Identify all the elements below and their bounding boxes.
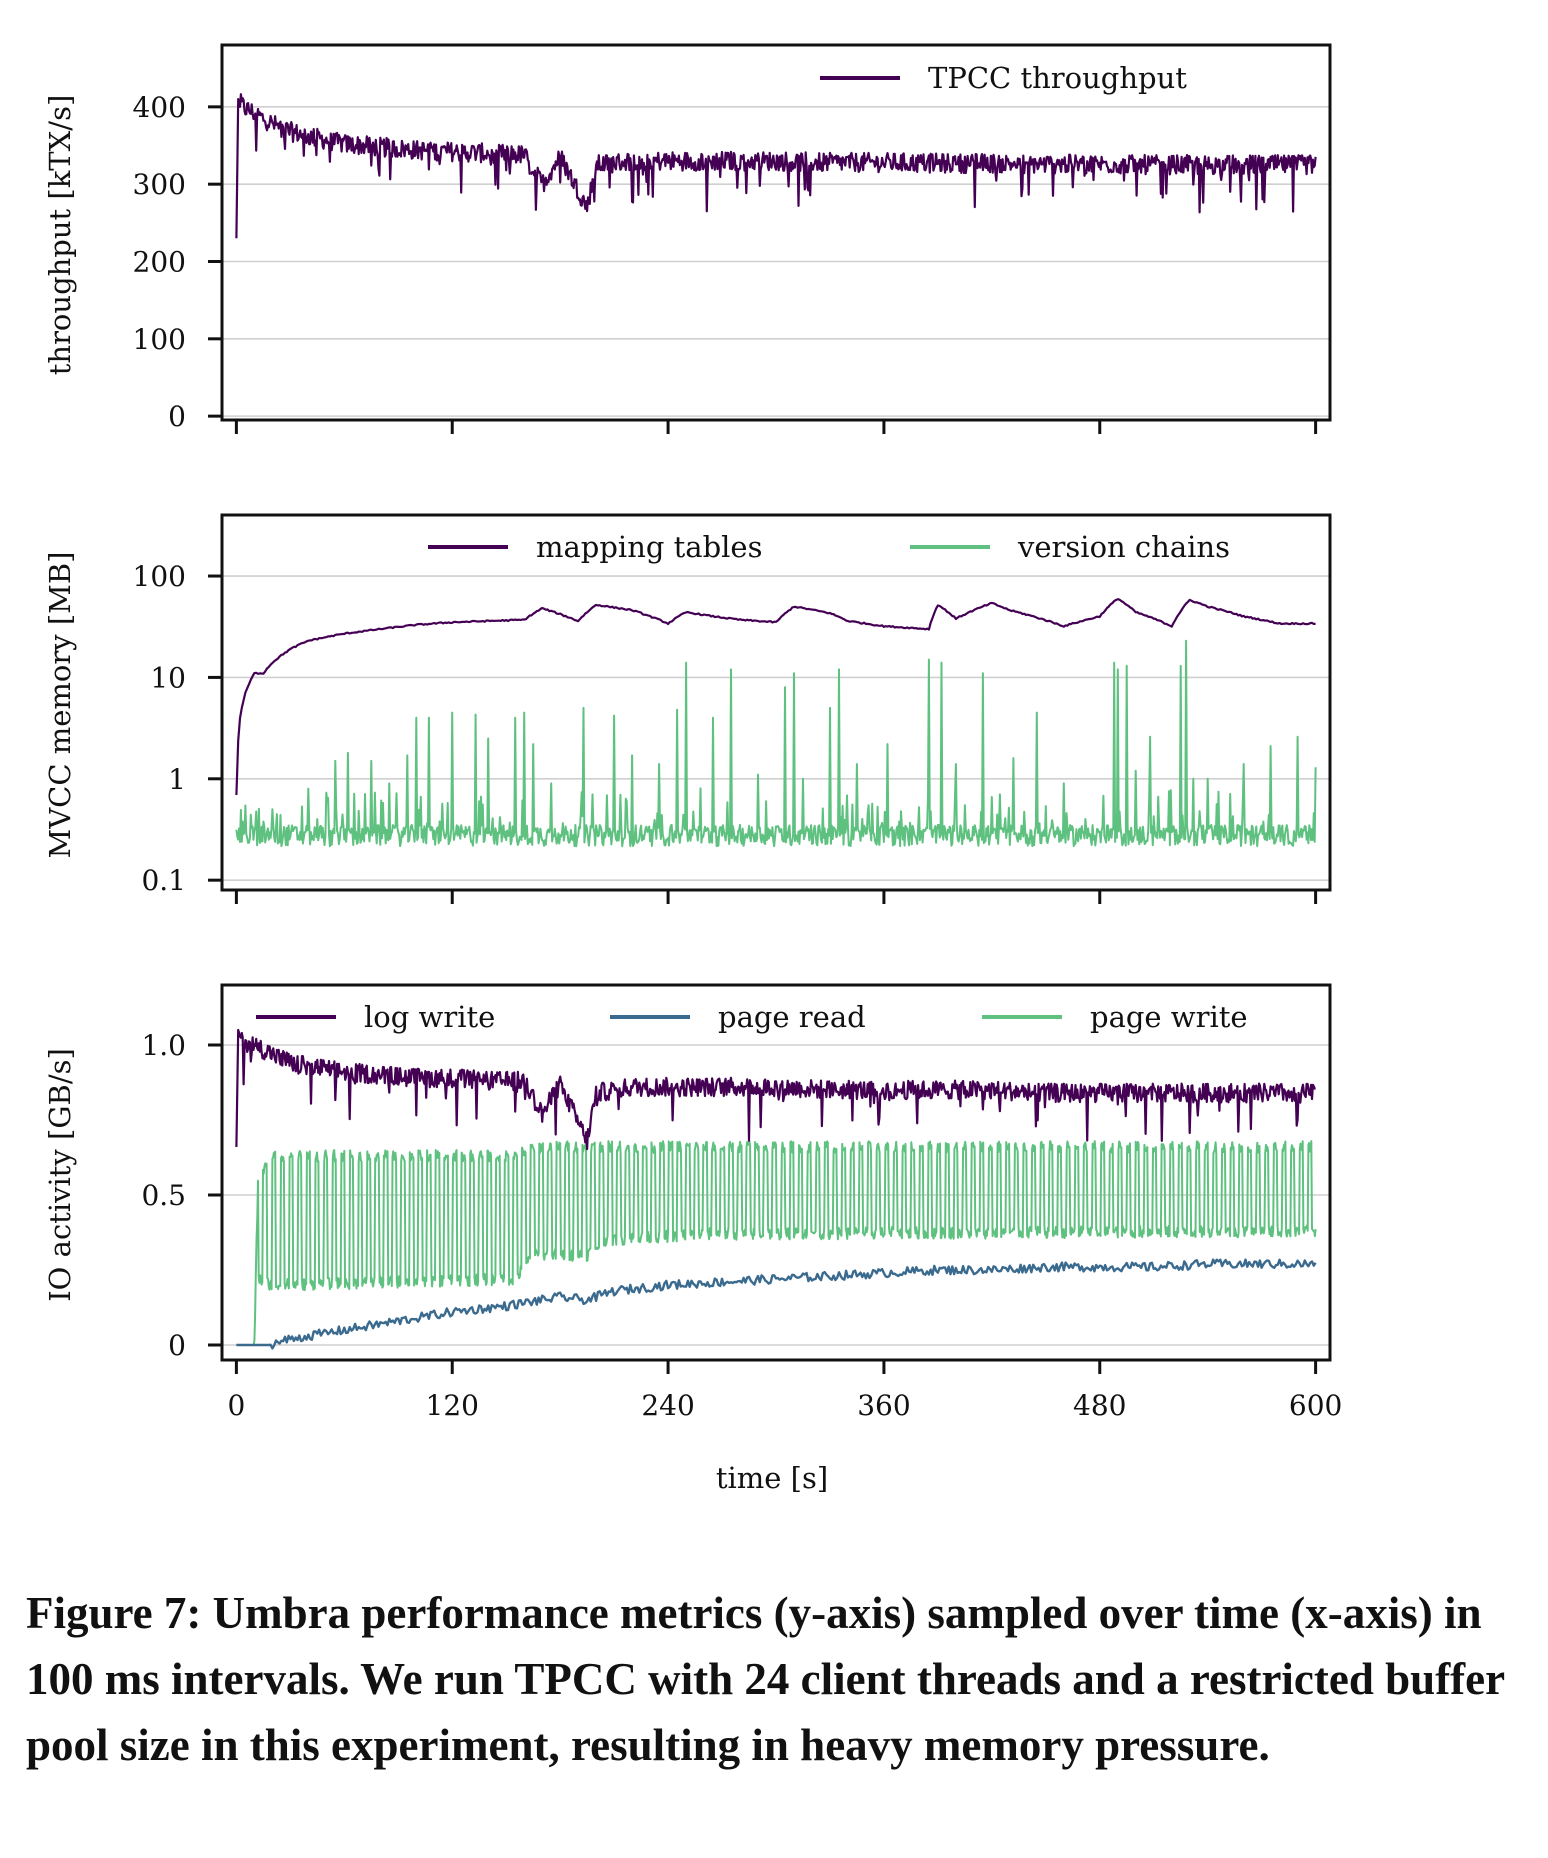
p3-series-page-write xyxy=(236,1140,1317,1346)
p2-axes-frame xyxy=(220,513,1332,892)
p1-legend-label-tpcc-throughput: TPCC throughput xyxy=(928,61,1187,95)
p1-ylabel: throughput [kTX/s] xyxy=(43,95,77,376)
p3-ytick-label: 1.0 xyxy=(141,1029,186,1062)
p3-xtick-label: 360 xyxy=(857,1389,910,1422)
p2-series-version-chains xyxy=(235,639,1317,848)
p3-series-page-read xyxy=(236,1258,1317,1350)
p1-series-tpcc-throughput xyxy=(235,93,1317,239)
mvcc-memory-panel: 0.1 1 10 100 MVCC memory [MB] mapping table… xyxy=(43,513,1332,904)
p2-xtick-marks xyxy=(234,890,1318,904)
p1-yticks: 0 100 200 300 400 xyxy=(133,91,222,433)
p2-ylabel: MVCC memory [MB] xyxy=(43,552,77,859)
p3-legend-label-page-read: page read xyxy=(718,1000,866,1034)
p2-ytick-label: 100 xyxy=(133,560,186,593)
p3-xtick-label: 600 xyxy=(1289,1389,1342,1422)
p3-ytick-label: 0.5 xyxy=(141,1179,186,1212)
p3-ytick-label: 0 xyxy=(168,1329,186,1362)
p3-xlabel: time [s] xyxy=(716,1461,828,1495)
p3-axes-frame xyxy=(220,983,1332,1362)
p2-series-mapping-tables xyxy=(235,598,1316,796)
p3-yticks: 0 0.5 1.0 xyxy=(141,1029,222,1362)
p3-ylabel: IO activity [GB/s] xyxy=(43,1048,77,1302)
p3-xtick-label: 0 xyxy=(227,1389,245,1422)
p3-xtick-label: 120 xyxy=(426,1389,479,1422)
p3-series-log-write xyxy=(235,1028,1316,1151)
p3-legend-label-page-write: page write xyxy=(1090,1000,1248,1034)
p1-xtick-marks xyxy=(234,420,1318,434)
p1-ytick-label: 0 xyxy=(168,400,186,433)
p1-ytick-label: 300 xyxy=(133,168,186,201)
p1-ytick-label: 400 xyxy=(133,91,186,124)
throughput-panel: 0 100 200 300 400 throughput [kTX/s] TPCC th… xyxy=(43,43,1332,434)
p2-ytick-label: 10 xyxy=(150,661,186,694)
p1-grid xyxy=(222,106,1330,417)
figure-caption: Figure 7: Umbra performance metrics (y-a… xyxy=(26,1588,1505,1770)
io-activity-panel: 0 0.5 1.0 0 120 240 360 480 600 IO activity [GB… xyxy=(43,983,1342,1495)
p2-ytick-label: 1 xyxy=(168,763,186,796)
p1-legend: TPCC throughput xyxy=(820,61,1187,95)
p3-legend: log write page read page write xyxy=(256,1000,1248,1034)
p2-legend-label-mapping-tables: mapping tables xyxy=(536,530,762,564)
p1-axes-frame xyxy=(220,43,1332,422)
p3-xtick-label: 480 xyxy=(1073,1389,1126,1422)
p1-ytick-label: 100 xyxy=(133,323,186,356)
p2-legend: mapping tables version chains xyxy=(428,530,1230,564)
p2-yticks: 0.1 1 10 100 xyxy=(133,560,222,897)
p1-ytick-label: 200 xyxy=(133,245,186,278)
p2-ytick-label: 0.1 xyxy=(141,864,186,897)
p3-legend-label-log-write: log write xyxy=(364,1000,495,1034)
p3-xticks: 0 120 240 360 480 600 xyxy=(227,1360,1342,1422)
p3-xtick-label: 240 xyxy=(641,1389,694,1422)
p2-legend-label-version-chains: version chains xyxy=(1017,530,1230,564)
